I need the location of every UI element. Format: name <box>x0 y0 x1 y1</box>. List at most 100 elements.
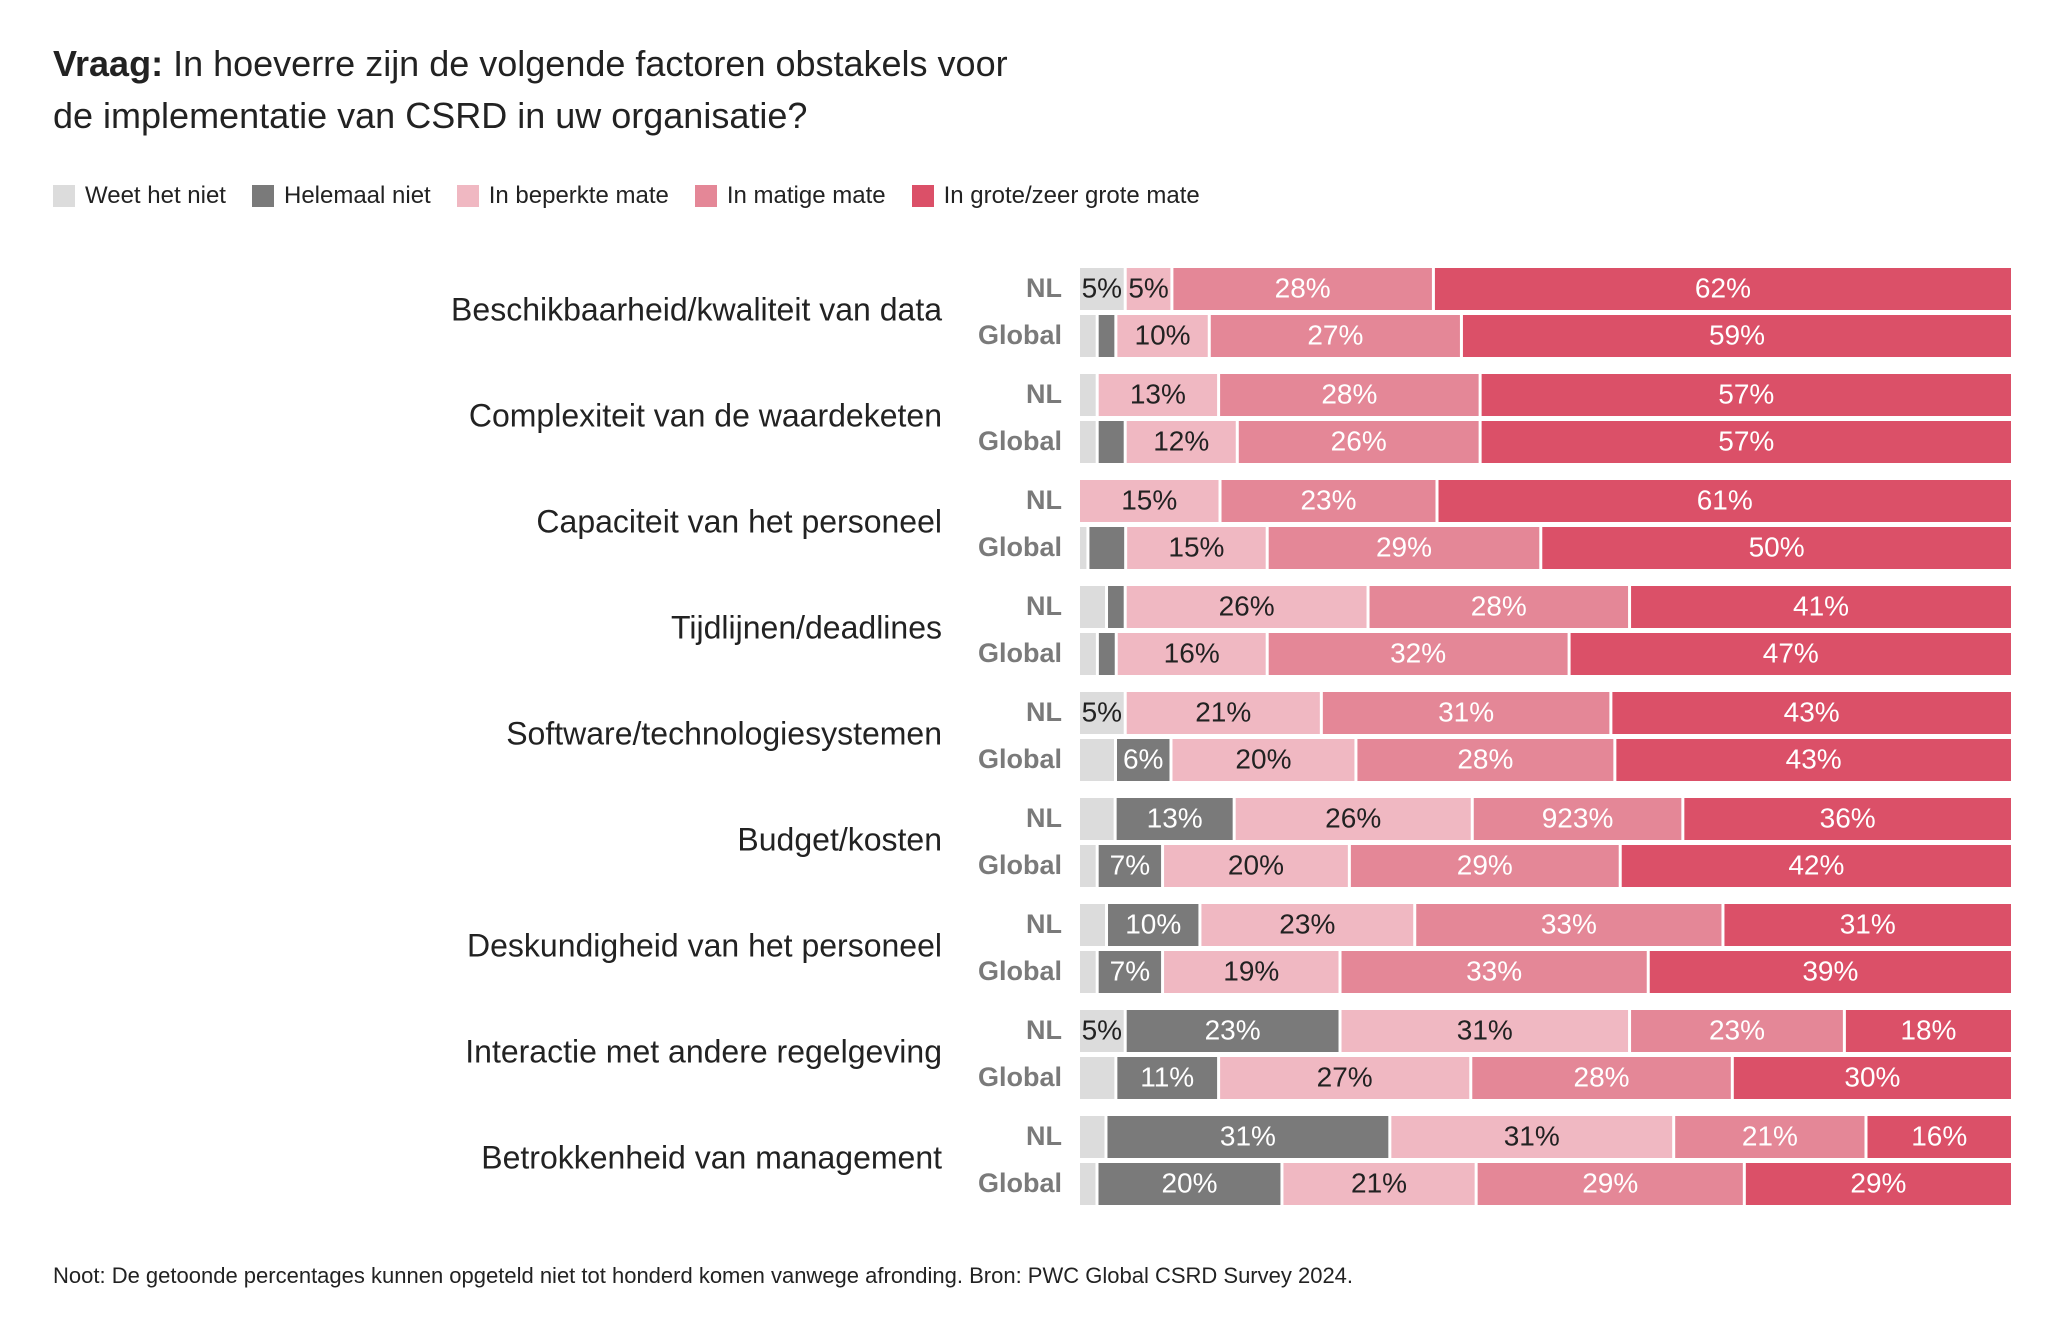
bar-segment-beschikbaarheid-kwaliteit-van-data-nl-in-matige-mate <box>1173 268 1432 310</box>
group-label-global: Global <box>978 744 1062 774</box>
group-label-global: Global <box>978 320 1062 350</box>
category-label-software-technologiesystemen: Software/technologiesystemen <box>506 715 942 751</box>
bar-segment-capaciteit-van-het-personeel-nl-in-beperkte-mate <box>1080 480 1219 522</box>
bar-segment-complexiteit-van-de-waardeketen-global-helemaal-niet <box>1098 421 1124 463</box>
data-label: 36% <box>1820 802 1876 833</box>
bar-segment-beschikbaarheid-kwaliteit-van-data-nl-weet-het-niet <box>1080 268 1124 310</box>
group-label-global: Global <box>978 1168 1062 1198</box>
bar-segment-betrokkenheid-van-management-global-helemaal-niet <box>1098 1163 1281 1205</box>
bar-segment-deskundigheid-van-het-personeel-nl-weet-het-niet <box>1080 904 1106 946</box>
bar-segment-deskundigheid-van-het-personeel-nl-in-beperkte-mate <box>1201 904 1414 946</box>
data-label: 26% <box>1219 590 1275 621</box>
bar-segment-tijdlijnen-deadlines-global-helemaal-niet <box>1098 633 1115 675</box>
category-label-betrokkenheid-van-management: Betrokkenheid van management <box>481 1139 942 1175</box>
data-label: 39% <box>1802 955 1858 986</box>
legend-label: In beperkte mate <box>488 182 669 209</box>
bar-segment-beschikbaarheid-kwaliteit-van-data-global-in-beperkte-mate <box>1117 315 1208 357</box>
bar-segment-beschikbaarheid-kwaliteit-van-data-global-weet-het-niet <box>1080 315 1096 357</box>
group-label-global: Global <box>978 426 1062 456</box>
data-label: 29% <box>1376 531 1432 562</box>
data-label: 11% <box>1140 1061 1194 1092</box>
data-label: 28% <box>1321 378 1377 409</box>
bar-segment-betrokkenheid-van-management-nl-weet-het-niet <box>1080 1116 1105 1158</box>
group-label-nl: NL <box>1026 485 1062 515</box>
bar-segment-complexiteit-van-de-waardeketen-global-in-matige-mate <box>1238 421 1479 463</box>
bar-segment-capaciteit-van-het-personeel-nl-in-grote-zeer-grote-mate <box>1438 480 2011 522</box>
group-label-global: Global <box>978 1062 1062 1092</box>
bar-segment-interactie-met-andere-regelgeving-nl-in-beperkte-mate <box>1341 1010 1629 1052</box>
legend-label: In grote/zeer grote mate <box>943 182 1200 209</box>
bar-segment-deskundigheid-van-het-personeel-nl-helemaal-niet <box>1108 904 1199 946</box>
data-label: 5% <box>1082 696 1122 727</box>
data-label: 21% <box>1351 1167 1407 1198</box>
bar-segment-deskundigheid-van-het-personeel-nl-in-grote-zeer-grote-mate <box>1724 904 2011 946</box>
legend-label: Weet het niet <box>85 182 226 209</box>
data-label: 28% <box>1574 1061 1630 1092</box>
chart-title: Vraag: In hoeverre zijn de volgende fact… <box>53 38 1253 142</box>
data-label: 43% <box>1786 743 1842 774</box>
bar-segment-betrokkenheid-van-management-global-in-grote-zeer-grote-mate <box>1745 1163 2011 1205</box>
bar-segment-betrokkenheid-van-management-global-in-beperkte-mate <box>1283 1163 1475 1205</box>
bar-segment-tijdlijnen-deadlines-nl-helemaal-niet <box>1108 586 1124 628</box>
bar-segment-beschikbaarheid-kwaliteit-van-data-global-in-matige-mate <box>1210 315 1460 357</box>
legend-item-in-matige-mate: In matige mate <box>694 182 886 210</box>
bar-segment-tijdlijnen-deadlines-global-weet-het-niet <box>1080 633 1096 675</box>
data-label: 31% <box>1220 1120 1276 1151</box>
bar-segment-interactie-met-andere-regelgeving-nl-weet-het-niet <box>1080 1010 1124 1052</box>
bar-segment-complexiteit-van-de-waardeketen-global-weet-het-niet <box>1080 421 1096 463</box>
bar-segment-software-technologiesystemen-nl-in-matige-mate <box>1322 692 1610 734</box>
data-label: 29% <box>1850 1167 1906 1198</box>
group-label-nl: NL <box>1026 909 1062 939</box>
group-label-global: Global <box>978 638 1062 668</box>
footnote: Noot: De getoonde percentages kunnen opg… <box>53 1263 1354 1288</box>
bar-segment-tijdlijnen-deadlines-nl-weet-het-niet <box>1080 586 1106 628</box>
bar-segment-complexiteit-van-de-waardeketen-global-in-beperkte-mate <box>1126 421 1236 463</box>
group-label-global: Global <box>978 532 1062 562</box>
category-label-capaciteit-van-het-personeel: Capaciteit van het personeel <box>536 503 942 539</box>
bar-segment-beschikbaarheid-kwaliteit-van-data-nl-in-beperkte-mate <box>1126 268 1171 310</box>
bar-segment-tijdlijnen-deadlines-nl-in-matige-mate <box>1369 586 1629 628</box>
bar-segment-betrokkenheid-van-management-nl-helemaal-niet <box>1107 1116 1389 1158</box>
bar-segment-capaciteit-van-het-personeel-global-weet-het-niet <box>1080 527 1087 569</box>
group-label-global: Global <box>978 956 1062 986</box>
bar-segment-interactie-met-andere-regelgeving-global-in-beperkte-mate <box>1220 1057 1470 1099</box>
data-label: 28% <box>1275 272 1331 303</box>
data-label: 50% <box>1749 531 1805 562</box>
bar-segment-interactie-met-andere-regelgeving-nl-in-matige-mate <box>1631 1010 1843 1052</box>
legend-swatch <box>911 185 934 207</box>
bar-segment-software-technologiesystemen-nl-in-grote-zeer-grote-mate <box>1612 692 2011 734</box>
bar-segment-tijdlijnen-deadlines-global-in-beperkte-mate <box>1117 633 1266 675</box>
category-label-interactie-met-andere-regelgeving: Interactie met andere regelgeving <box>465 1033 942 1069</box>
data-label: 27% <box>1307 319 1363 350</box>
legend-item-weet-het-niet: Weet het niet <box>53 182 226 210</box>
bar-segment-budget-kosten-nl-in-grote-zeer-grote-mate <box>1684 798 2011 840</box>
bar-segment-beschikbaarheid-kwaliteit-van-data-global-helemaal-niet <box>1098 315 1115 357</box>
data-label: 62% <box>1695 272 1751 303</box>
data-label: 33% <box>1466 955 1522 986</box>
data-label: 923% <box>1542 802 1614 833</box>
data-label: 18% <box>1900 1014 1956 1045</box>
group-label-nl: NL <box>1026 273 1062 303</box>
bar-segment-complexiteit-van-de-waardeketen-global-in-grote-zeer-grote-mate <box>1481 421 2011 463</box>
legend-swatch <box>53 185 75 207</box>
category-label-deskundigheid-van-het-personeel: Deskundigheid van het personeel <box>467 927 942 963</box>
bar-segment-interactie-met-andere-regelgeving-nl-helemaal-niet <box>1126 1010 1339 1052</box>
bar-segment-tijdlijnen-deadlines-nl-in-beperkte-mate <box>1126 586 1367 628</box>
bar-segment-interactie-met-andere-regelgeving-global-in-matige-mate <box>1472 1057 1731 1099</box>
data-label: 26% <box>1325 802 1381 833</box>
data-label: 5% <box>1128 272 1168 303</box>
data-label: 28% <box>1471 590 1527 621</box>
data-label: 10% <box>1135 319 1191 350</box>
group-label-nl: NL <box>1026 803 1062 833</box>
bar-segment-betrokkenheid-van-management-nl-in-beperkte-mate <box>1391 1116 1673 1158</box>
bar-segment-deskundigheid-van-het-personeel-global-weet-het-niet <box>1080 951 1096 993</box>
group-label-nl: NL <box>1026 1015 1062 1045</box>
title-prefix: Vraag: <box>53 43 164 84</box>
legend-swatch <box>694 185 717 207</box>
bar-segment-interactie-met-andere-regelgeving-global-helemaal-niet <box>1117 1057 1218 1099</box>
data-label: 31% <box>1840 908 1896 939</box>
data-label: 42% <box>1788 849 1844 880</box>
data-label: 10% <box>1125 908 1181 939</box>
bar-segment-budget-kosten-global-helemaal-niet <box>1098 845 1162 887</box>
bar-segment-complexiteit-van-de-waardeketen-nl-in-grote-zeer-grote-mate <box>1481 374 2011 416</box>
